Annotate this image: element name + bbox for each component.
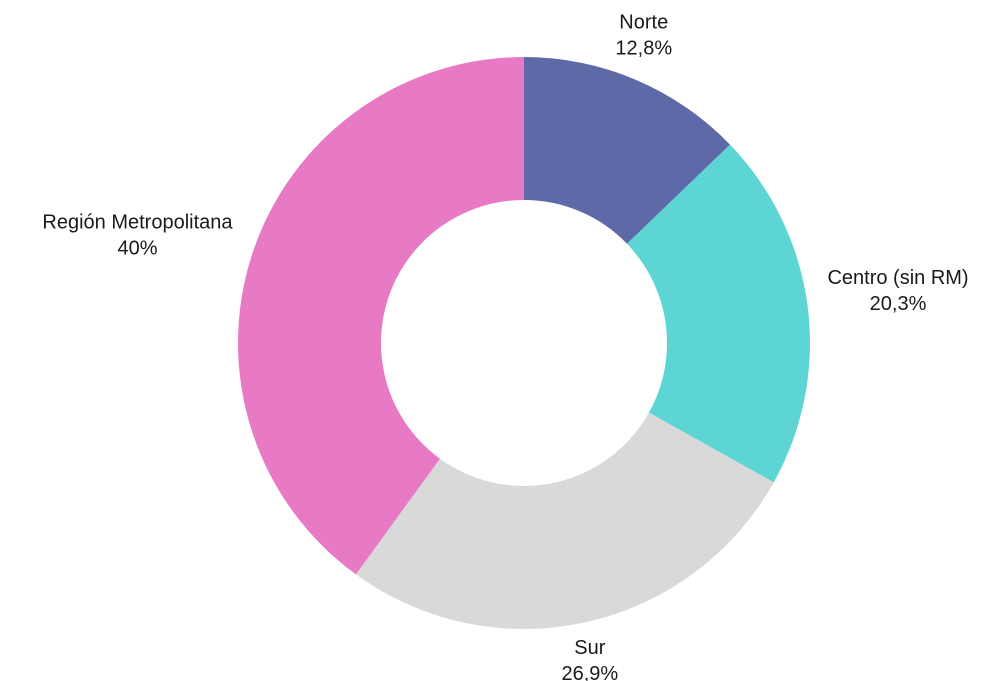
- slice-label: Centro (sin RM) 20,3%: [827, 267, 968, 315]
- donut-slice: [238, 57, 524, 575]
- donut-slice: [524, 57, 731, 244]
- category-label: Sur: [574, 637, 605, 659]
- category-label: Centro (sin RM): [827, 267, 968, 289]
- slice-label: Región Metropolitana 40%: [42, 212, 233, 260]
- value-label: 12,8%: [615, 38, 672, 60]
- value-label: 26,9%: [561, 663, 618, 681]
- category-label: Norte: [619, 12, 668, 34]
- slice-label: Norte 12,8%: [615, 12, 672, 60]
- donut-slice: [627, 144, 810, 483]
- category-label: Región Metropolitana: [42, 212, 233, 234]
- value-label: 40%: [117, 238, 157, 260]
- slice-label: Sur 26,9%: [561, 637, 618, 681]
- value-label: 20,3%: [870, 293, 927, 315]
- donut-slice: [355, 412, 774, 629]
